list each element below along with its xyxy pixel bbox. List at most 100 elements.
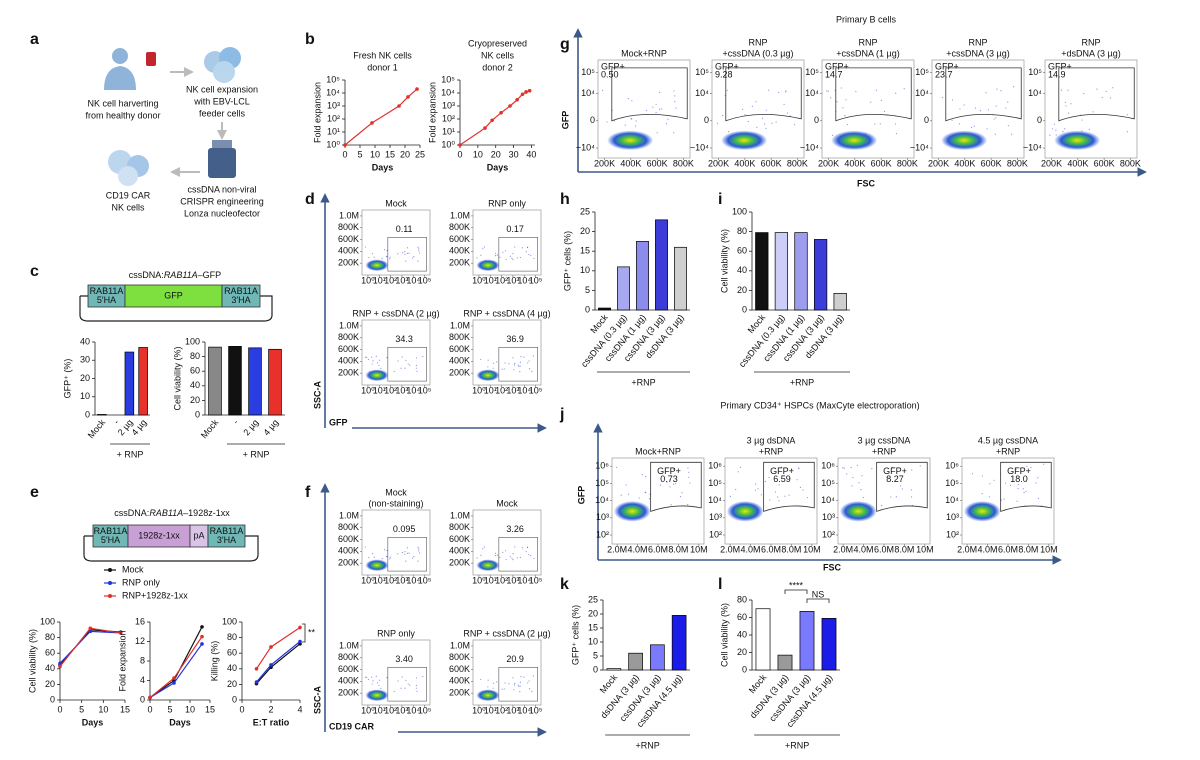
x-tick-label: 4 µg — [261, 417, 280, 437]
flow-density — [831, 130, 878, 151]
panel-a-icons — [104, 47, 241, 186]
x-tick-label: 10¹ — [484, 385, 497, 395]
flow-event — [519, 256, 521, 259]
y-axis-label: Cell viability (%) — [27, 629, 37, 693]
x-tick-label: 10³ — [395, 705, 408, 715]
flow-density — [963, 501, 1001, 522]
gate — [387, 346, 427, 382]
flow-event — [492, 687, 494, 689]
y-axis-label: Fold expansion — [427, 82, 437, 143]
flow-event — [1062, 131, 1064, 133]
y-tick-label: 15 — [580, 246, 590, 256]
flow-event — [802, 489, 804, 491]
y-tick-label: 4 — [140, 675, 145, 685]
flow-event — [495, 252, 497, 254]
flow-event — [417, 546, 419, 548]
x-tick-label: 10² — [495, 575, 508, 585]
x-tick-label: 10¹ — [373, 385, 386, 395]
flow-event — [401, 356, 403, 358]
flow-event — [981, 493, 983, 495]
flow-event — [806, 496, 809, 499]
y-tick-label: 1.0M — [450, 510, 470, 520]
flow-event — [858, 482, 860, 484]
x-tick-label: 200K — [818, 158, 839, 168]
y-tick-label: 800K — [449, 222, 470, 232]
x-tick-label: 15 — [205, 704, 215, 714]
flow-event — [775, 121, 777, 123]
point — [298, 639, 302, 644]
flow-event — [862, 496, 865, 499]
flow-event — [404, 253, 406, 255]
y-axis-label: Fold expansion — [312, 82, 322, 143]
flow-event — [840, 87, 842, 89]
y-tick-label: 600K — [449, 344, 470, 354]
flow-event — [389, 556, 391, 558]
flow-event — [487, 679, 489, 681]
flow-event — [513, 369, 515, 371]
x-tick-label: 10⁰ — [472, 705, 486, 715]
flow-event — [735, 488, 737, 491]
x-tick-label: 5 — [79, 704, 84, 714]
flow-density — [476, 559, 500, 572]
flow-frame — [724, 457, 818, 545]
flow-event — [514, 362, 516, 365]
y-tick-label: 1.0M — [450, 210, 470, 220]
flow-event — [520, 676, 522, 678]
flow-event — [415, 367, 417, 369]
construct-title-part: –GFP — [198, 270, 222, 280]
flow-event — [530, 554, 532, 557]
flow-event — [899, 485, 902, 487]
flow-event — [476, 257, 478, 259]
flow-event — [512, 259, 514, 261]
flow-event — [850, 466, 852, 469]
y-tick-label: 10⁵ — [581, 67, 595, 77]
chart-title: Primary CD34⁺ HSPCs (MaxCyte electropora… — [720, 400, 919, 410]
flow-event — [793, 124, 796, 126]
y-tick-label: 10⁵ — [708, 478, 722, 488]
flow-event — [519, 365, 521, 367]
flow-event — [371, 676, 373, 678]
flow-event — [788, 494, 790, 496]
y-tick-label: 0 — [140, 694, 145, 704]
y-tick-label: 0 — [593, 664, 598, 674]
x-axis-label: Days — [82, 717, 104, 727]
plot-title: +RNP — [996, 446, 1020, 456]
y-tick-label: 80 — [227, 632, 237, 642]
x-tick-label: 10⁵ — [529, 385, 543, 395]
flow-event — [995, 105, 997, 107]
bar — [606, 668, 622, 671]
flow-event — [364, 246, 367, 248]
flow-event — [994, 133, 996, 135]
flow-event — [480, 678, 482, 681]
flow-event — [757, 488, 759, 490]
flow-event — [376, 682, 379, 684]
flow-event — [988, 496, 990, 498]
y-tick-label: −10⁴ — [910, 142, 929, 152]
flow-event — [408, 552, 410, 554]
chart-title: donor 1 — [367, 62, 398, 72]
flow-event — [1035, 482, 1037, 484]
group-label: +RNP — [790, 377, 814, 387]
plot-title: +cssDNA (1 µg) — [836, 48, 899, 58]
gate-label: GFP+ — [715, 61, 739, 71]
flow-event — [375, 675, 377, 677]
flow-density — [941, 130, 988, 151]
flow-event — [532, 355, 534, 357]
nucleofector — [208, 148, 236, 178]
plot-title: Mock — [385, 198, 407, 208]
flow-event — [883, 110, 886, 113]
panel-letter: k — [560, 576, 569, 593]
construct-title: cssDNA:RAB11A–1928z-1xx — [114, 508, 230, 518]
x-tick-label: 20 — [491, 149, 501, 159]
construct-title-part: –1928z-1xx — [183, 508, 230, 518]
flow-event — [476, 557, 478, 559]
y-tick-label: 10⁶ — [708, 461, 722, 471]
x-axis-label: CD19 CAR — [329, 721, 375, 731]
flow-event — [404, 687, 406, 689]
y-tick-label: 1.0M — [450, 640, 470, 650]
bar — [228, 346, 242, 416]
flow-density — [365, 259, 389, 272]
x-tick-label: 10⁰ — [472, 275, 486, 285]
plot-title: RNP — [858, 37, 877, 47]
x-tick-label: 10M — [803, 544, 821, 554]
